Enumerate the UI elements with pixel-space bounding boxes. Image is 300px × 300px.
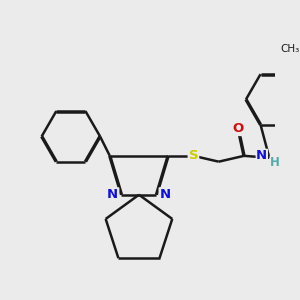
Text: H: H (270, 156, 280, 169)
Text: CH₃: CH₃ (280, 44, 299, 54)
Text: N: N (107, 188, 118, 201)
Text: N: N (256, 149, 267, 162)
Text: S: S (189, 149, 198, 162)
Text: O: O (232, 122, 244, 135)
Text: N: N (160, 188, 171, 201)
